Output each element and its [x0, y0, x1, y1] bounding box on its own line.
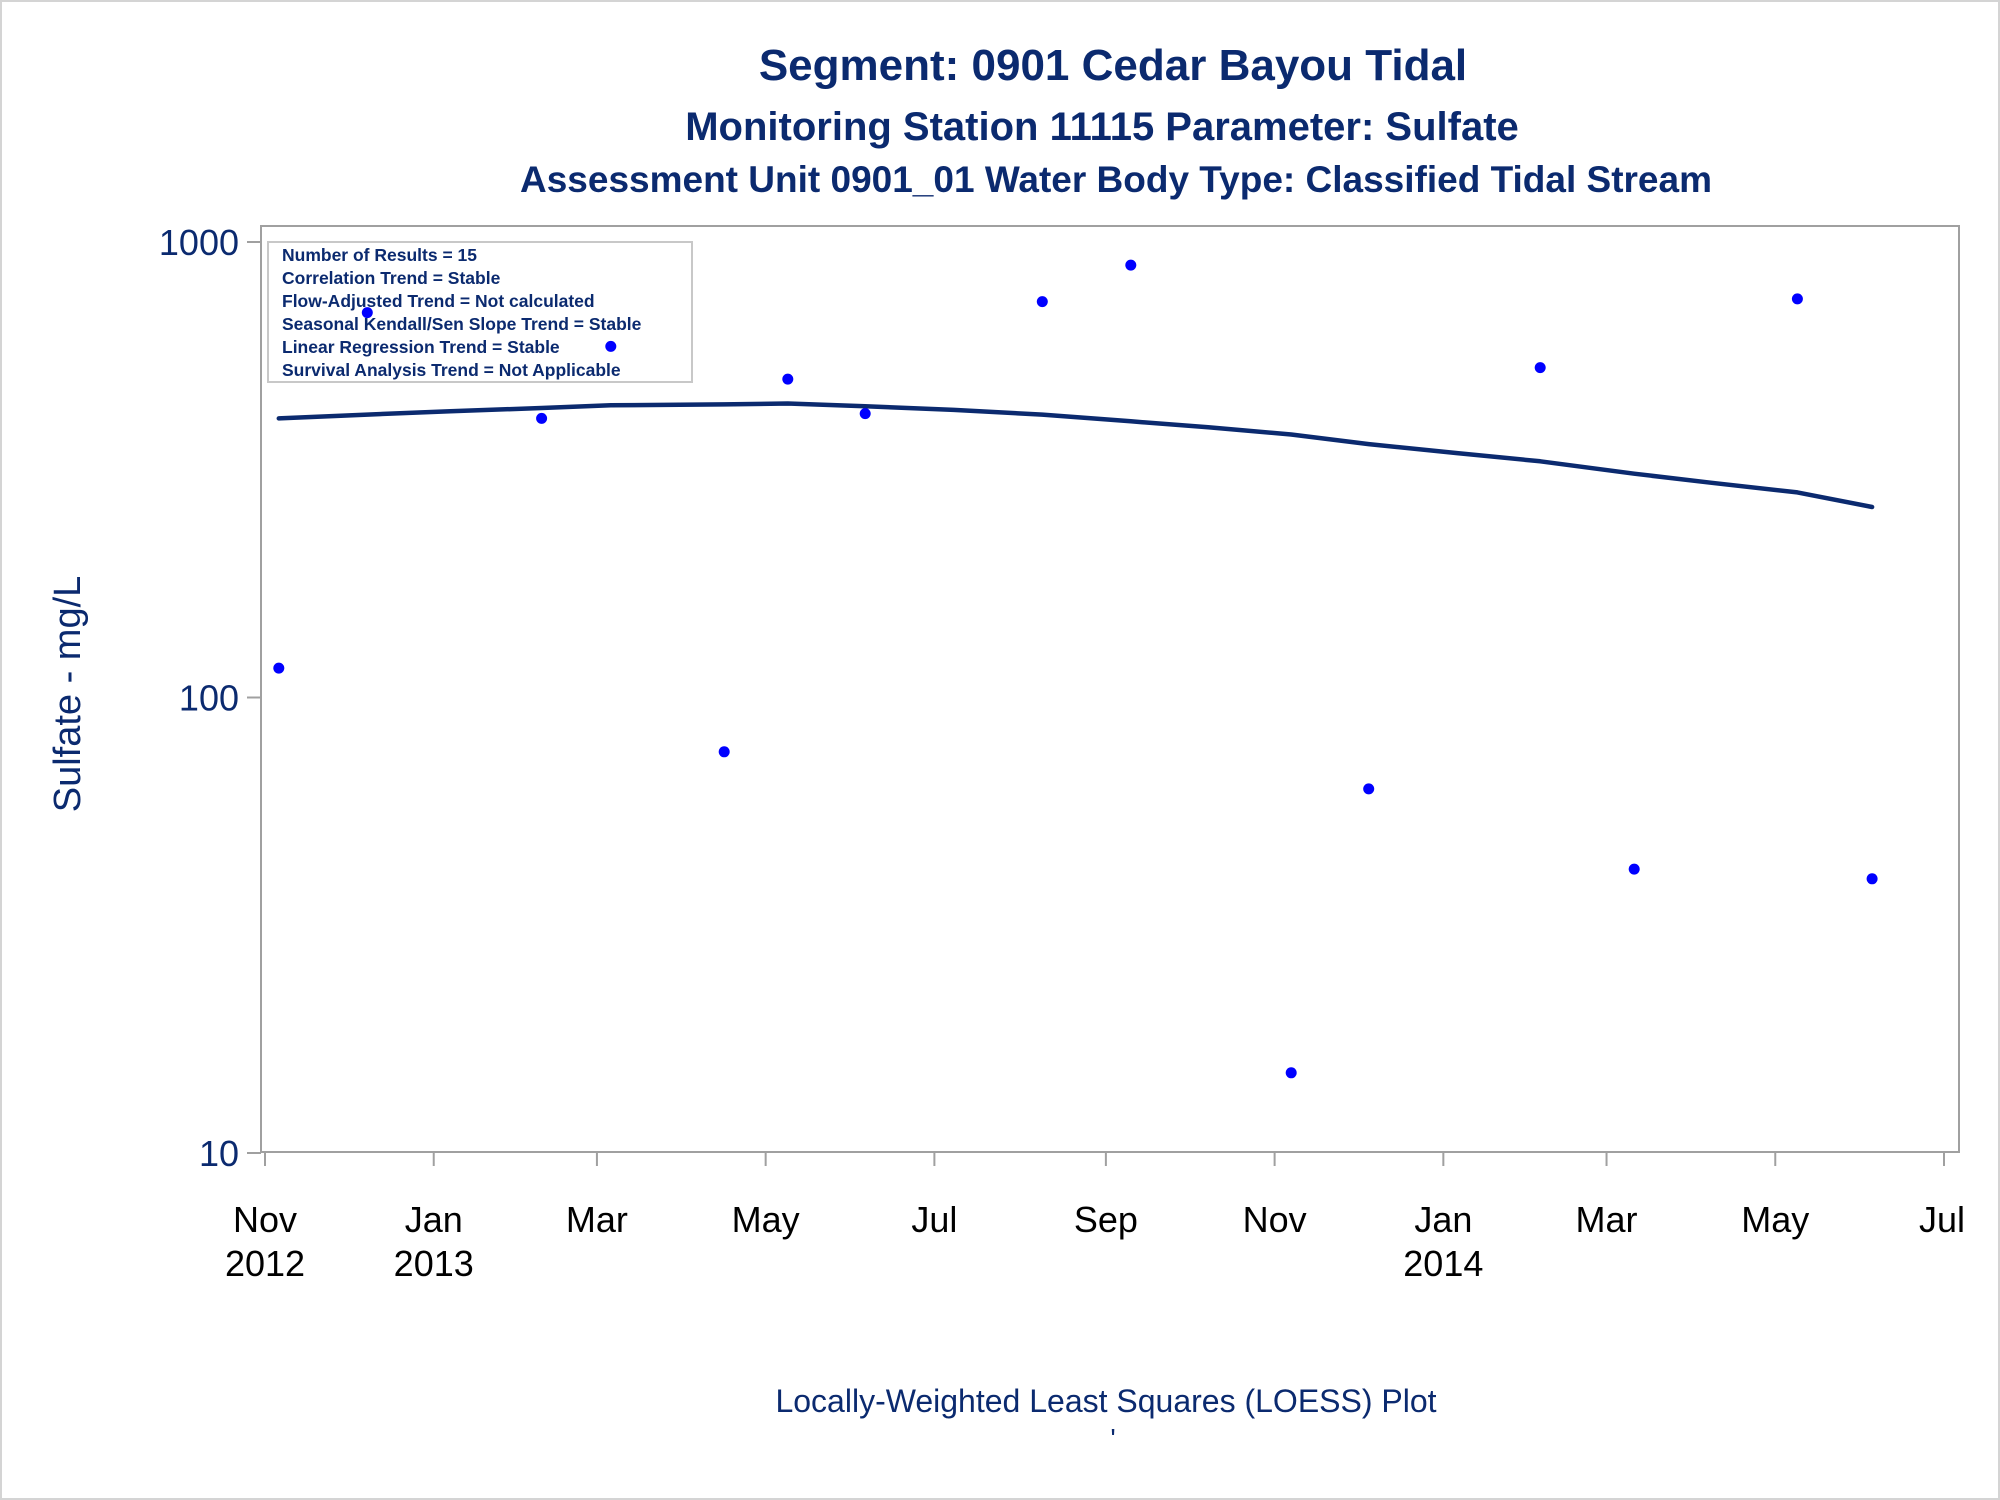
y-tick-label: 10 [199, 1133, 239, 1174]
x-tick-label: Sep [1074, 1199, 1138, 1240]
data-point [1125, 259, 1137, 271]
data-point [1791, 293, 1803, 305]
x-tick-label: Jan [405, 1199, 463, 1240]
footnote: Locally-Weighted Least Squares (LOESS) P… [775, 1383, 1436, 1419]
legend-box [267, 241, 693, 383]
loess-line [276, 401, 1875, 510]
data-point [1036, 296, 1048, 308]
data-point [718, 746, 730, 758]
x-tick-label: May [732, 1199, 800, 1240]
legend-line: Flow-Adjusted Trend = Not calculated [282, 291, 595, 311]
data-point [782, 373, 794, 385]
chart-subtitle: Monitoring Station 11115 Parameter: Sulf… [685, 105, 1519, 149]
x-tick-label: May [1741, 1199, 1809, 1240]
stats-legend: Number of Results = 15 Correlation Trend … [267, 241, 693, 383]
data-point [1628, 863, 1640, 875]
data-point [1534, 362, 1546, 374]
y-axis-label: Sulfate - mg/L [47, 576, 89, 813]
plot-area [260, 225, 1960, 1153]
loess-layer [276, 401, 1875, 510]
x-tick-label: Jul [1919, 1199, 1965, 1240]
x-tick-year-label: 2014 [1403, 1243, 1483, 1284]
x-tick-label: Mar [566, 1199, 628, 1240]
y-tick-label: 100 [179, 678, 239, 719]
points-layer [273, 259, 1878, 1079]
data-point [605, 340, 617, 352]
x-tick-year-label: 2013 [394, 1243, 474, 1284]
legend-line: Survival Analysis Trend = Not Applicable [282, 360, 621, 380]
data-point [859, 408, 871, 420]
x-tick-year-label: 2012 [225, 1243, 305, 1284]
x-tick-label: Nov [1243, 1199, 1307, 1240]
y-tick-label: 1000 [159, 222, 239, 263]
legend-line: Seasonal Kendall/Sen Slope Trend = Stabl… [282, 314, 642, 334]
data-point [1363, 783, 1375, 795]
legend-line: Correlation Trend = Stable [282, 268, 501, 288]
chart-subtitle-2: Assessment Unit 0901_01 Water Body Type:… [520, 159, 1712, 200]
chart-title: Segment: 0901 Cedar Bayou Tidal [759, 41, 1467, 90]
data-point [1866, 873, 1878, 885]
data-point [1285, 1067, 1297, 1079]
footnote-mark: ' [1110, 1423, 1115, 1454]
x-tick-label: Jul [911, 1199, 957, 1240]
legend-line: Linear Regression Trend = Stable [282, 337, 560, 357]
data-point [361, 307, 373, 319]
x-tick-label: Nov [233, 1199, 297, 1240]
x-tick-label: Mar [1576, 1199, 1638, 1240]
data-point [273, 662, 285, 674]
data-point [536, 412, 548, 424]
legend-line: Number of Results = 15 [282, 245, 477, 265]
x-tick-label: Jan [1414, 1199, 1472, 1240]
